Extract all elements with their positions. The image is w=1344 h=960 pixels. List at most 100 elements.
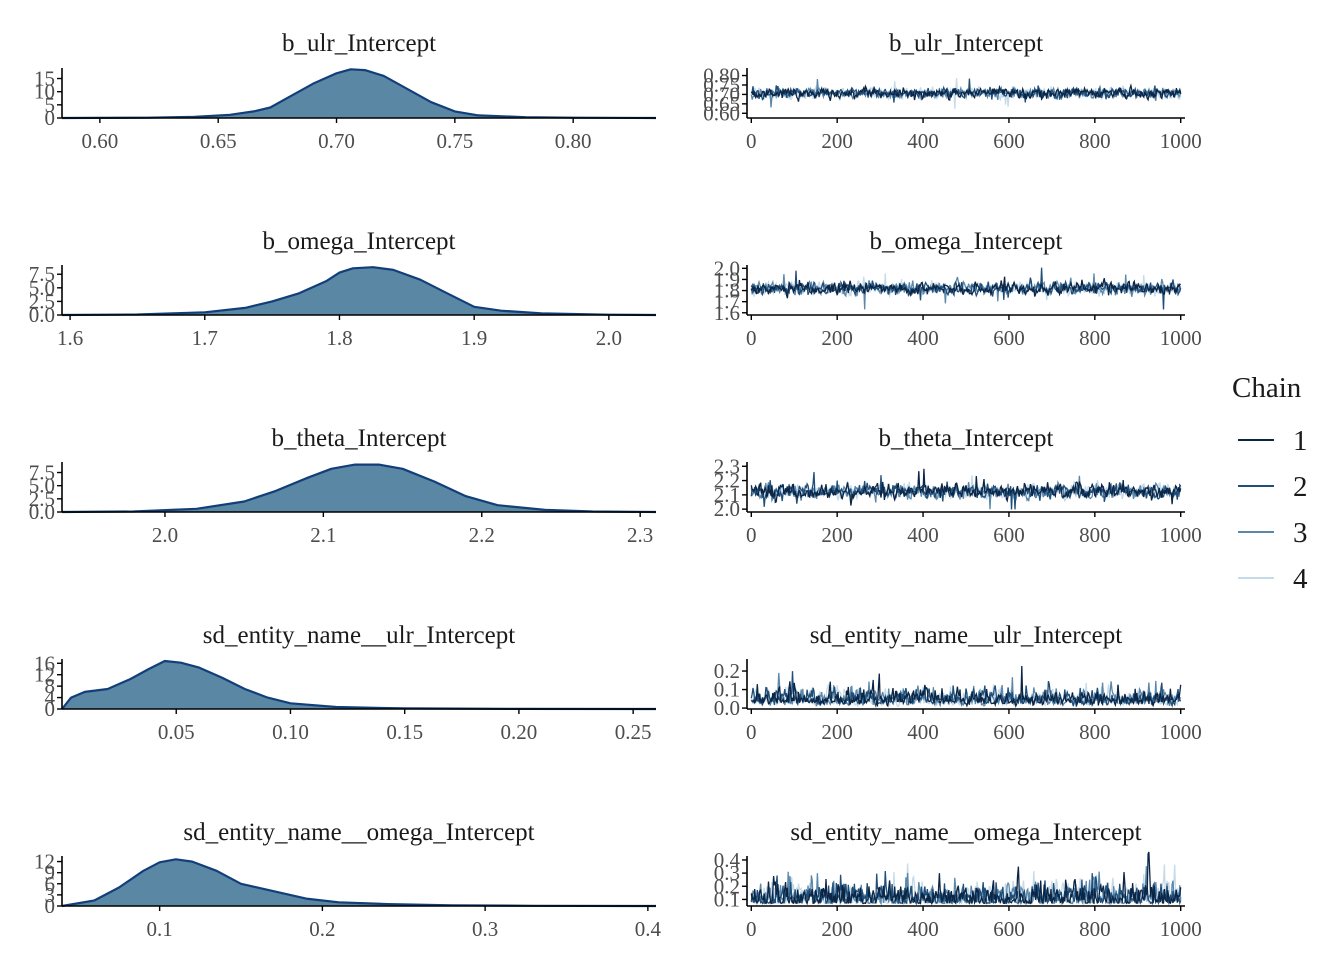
y-tick-label: 0.0 xyxy=(29,303,55,327)
y-tick-label: 0 xyxy=(45,106,56,130)
x-tick-label: 1.8 xyxy=(326,326,352,350)
x-tick-label: 0.65 xyxy=(200,129,237,153)
y-tick-label: 1.9 xyxy=(714,267,740,291)
x-tick-label: 0.10 xyxy=(272,720,309,744)
x-tick-label: 200 xyxy=(821,129,853,153)
x-tick-label: 600 xyxy=(993,917,1025,941)
y-tick-label: 0 xyxy=(45,697,56,721)
x-tick-label: 400 xyxy=(907,720,939,744)
panel-title: b_omega_Intercept xyxy=(870,228,1063,255)
y-tick-label: 0.2 xyxy=(714,659,740,683)
x-tick-label: 600 xyxy=(993,129,1025,153)
y-tick-label: 1.6 xyxy=(714,301,740,325)
x-tick-label: 800 xyxy=(1079,917,1111,941)
y-tick-label: 3 xyxy=(45,883,56,907)
x-tick-label: 1.9 xyxy=(461,326,487,350)
panel-title: b_theta_Intercept xyxy=(879,425,1054,452)
panel-title: b_theta_Intercept xyxy=(272,425,447,452)
x-tick-label: 200 xyxy=(821,523,853,547)
density-area xyxy=(62,464,656,512)
x-tick-label: 800 xyxy=(1079,523,1111,547)
panel-title: sd_entity_name__ulr_Intercept xyxy=(810,622,1122,649)
panel-title: b_ulr_Intercept xyxy=(889,30,1043,57)
x-tick-label: 1000 xyxy=(1160,917,1202,941)
panel-9: sd_entity_name__omega_Intercept 0 200 400 60… xyxy=(714,819,1202,941)
panel-7: sd_entity_name__ulr_Intercept 0 200 400 600 8… xyxy=(714,622,1202,744)
x-tick-label: 0 xyxy=(746,720,757,744)
x-tick-label: 0.4 xyxy=(635,917,662,941)
x-tick-label: 800 xyxy=(1079,720,1111,744)
legend: Chain 1 2 3 4 xyxy=(1232,372,1308,595)
y-tick-label: 0.70 xyxy=(703,82,740,106)
trace-chain-1 xyxy=(750,83,1182,102)
y-tick-label: 0.3 xyxy=(714,861,740,885)
x-tick-label: 0 xyxy=(746,523,757,547)
x-tick-label: 0.60 xyxy=(81,129,118,153)
panel-3: b_omega_Intercept 0 200 400 600 800 1000 1.61.7… xyxy=(714,228,1202,350)
y-tick-label: 0.1 xyxy=(714,887,740,911)
panel-title: sd_entity_name__ulr_Intercept xyxy=(203,622,515,649)
y-tick-label: 2.0 xyxy=(714,497,740,521)
y-tick-label: 9 xyxy=(45,861,56,885)
x-tick-label: 200 xyxy=(821,326,853,350)
y-tick-label: 0 xyxy=(45,894,56,918)
trace-chain-1 xyxy=(750,851,1182,906)
panel-5: b_theta_Intercept 0 200 400 600 800 1000 2.02.1… xyxy=(714,425,1202,547)
trace-chain-1 xyxy=(751,665,1182,709)
x-tick-label: 2.2 xyxy=(469,523,495,547)
x-tick-label: 200 xyxy=(821,720,853,744)
panel-title: b_omega_Intercept xyxy=(263,228,456,255)
x-tick-label: 800 xyxy=(1079,326,1111,350)
panel-title: sd_entity_name__omega_Intercept xyxy=(183,819,534,846)
y-tick-label: 10 xyxy=(34,80,55,104)
x-tick-label: 0.2 xyxy=(309,917,335,941)
y-tick-label: 12 xyxy=(34,663,55,687)
x-tick-label: 0.1 xyxy=(147,917,173,941)
y-tick-label: 16 xyxy=(34,651,55,675)
density-area xyxy=(62,859,656,906)
x-tick-label: 1.6 xyxy=(57,326,83,350)
x-tick-label: 400 xyxy=(907,917,939,941)
y-tick-label: 0.1 xyxy=(714,678,740,702)
x-tick-label: 0 xyxy=(746,917,757,941)
y-tick-label: 6 xyxy=(45,872,56,896)
y-tick-label: 5.0 xyxy=(29,474,55,498)
y-tick-label: 5.0 xyxy=(29,276,55,300)
panel-0: b_ulr_Intercept 0.60 0.65 0.70 0.75 0.80 05101… xyxy=(34,30,657,153)
panel-6: sd_entity_name__ulr_Intercept 0.05 0.10 0.1… xyxy=(34,622,657,744)
trace-chain-3 xyxy=(750,78,1182,108)
x-tick-label: 1000 xyxy=(1160,326,1202,350)
y-tick-label: 8 xyxy=(45,674,56,698)
y-tick-label: 2.2 xyxy=(714,469,740,493)
x-tick-label: 1000 xyxy=(1160,720,1202,744)
y-tick-label: 7.5 xyxy=(29,262,55,286)
x-tick-label: 0 xyxy=(746,326,757,350)
y-tick-label: 2.3 xyxy=(714,454,740,478)
panel-title: b_ulr_Intercept xyxy=(282,30,436,57)
x-tick-label: 400 xyxy=(907,129,939,153)
legend-label: 2 xyxy=(1293,471,1308,503)
panel-1: b_ulr_Intercept 0 200 400 600 800 1000 0.600.65… xyxy=(703,30,1201,153)
x-tick-label: 0.75 xyxy=(436,129,473,153)
x-tick-label: 1000 xyxy=(1160,129,1202,153)
legend-label: 1 xyxy=(1293,425,1308,457)
y-tick-label: 4 xyxy=(45,686,56,710)
density-line xyxy=(61,266,657,317)
x-tick-label: 0.25 xyxy=(615,720,652,744)
x-tick-label: 2.0 xyxy=(596,326,622,350)
y-tick-label: 2.5 xyxy=(29,487,55,511)
y-tick-label: 2.1 xyxy=(714,483,740,507)
x-tick-label: 600 xyxy=(993,720,1025,744)
density-area xyxy=(62,267,656,315)
x-tick-label: 0.3 xyxy=(472,917,498,941)
y-tick-label: 0.60 xyxy=(703,101,740,125)
y-tick-label: 0.0 xyxy=(714,696,740,720)
x-tick-label: 0 xyxy=(746,129,757,153)
y-tick-label: 1.7 xyxy=(714,290,740,314)
x-tick-label: 2.1 xyxy=(310,523,336,547)
x-tick-label: 200 xyxy=(821,917,853,941)
y-tick-label: 7.5 xyxy=(29,461,55,485)
density-line xyxy=(61,858,657,908)
y-tick-label: 0.4 xyxy=(714,848,741,872)
